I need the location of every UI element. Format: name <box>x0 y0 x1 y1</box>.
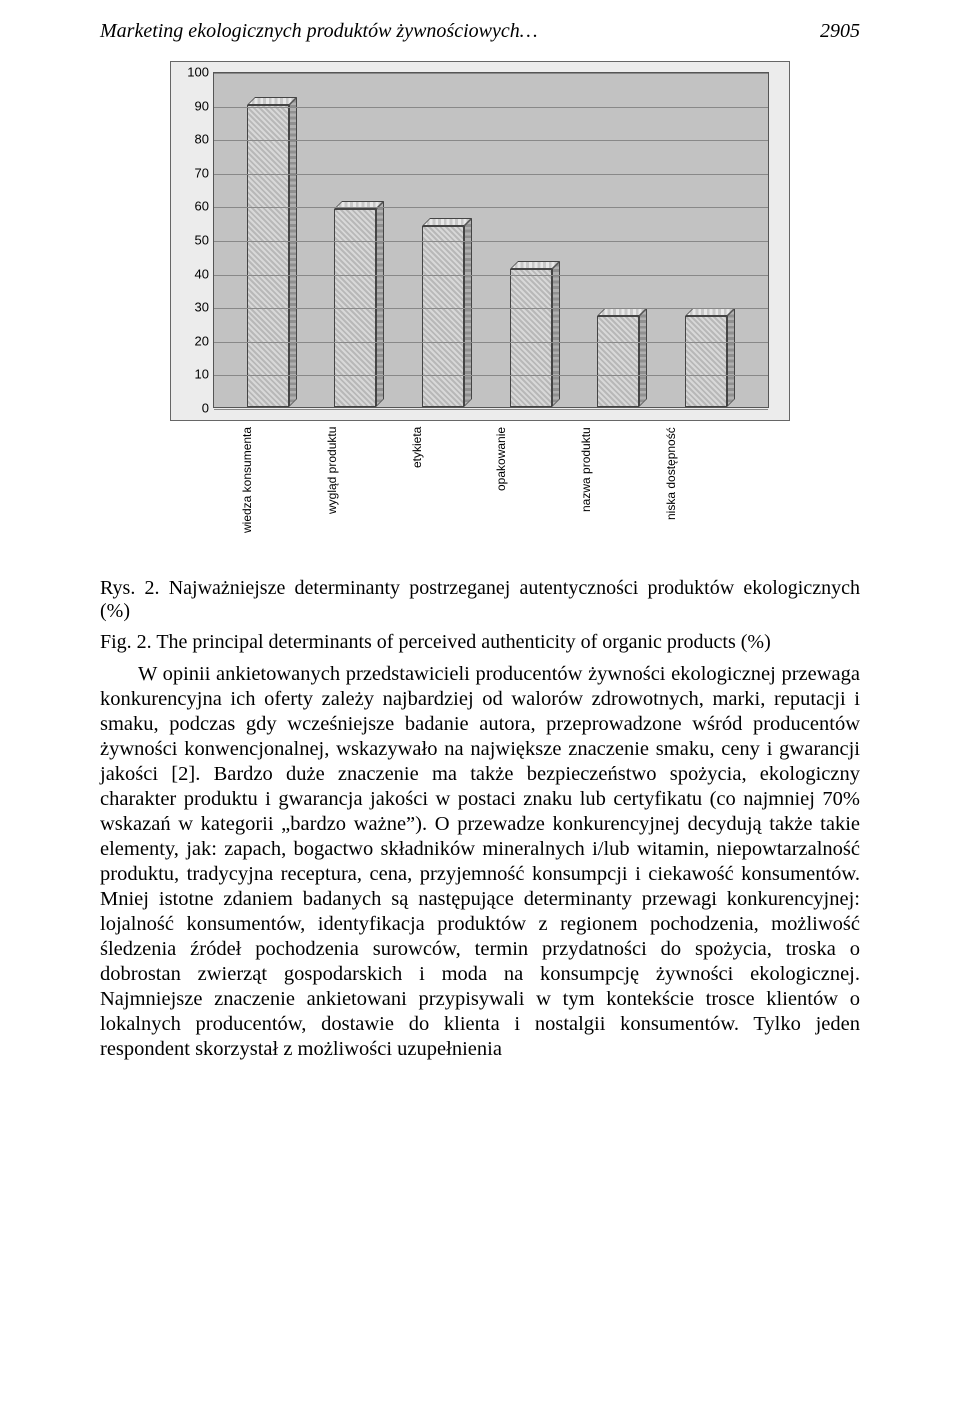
chart-gridline <box>214 174 768 175</box>
chart-bar-front <box>597 316 639 407</box>
chart-y-tick-label: 60 <box>179 199 209 214</box>
running-header: Marketing ekologicznych produktów żywnoś… <box>100 20 860 43</box>
chart-y-tick-label: 40 <box>179 266 209 281</box>
running-title: Marketing ekologicznych produktów żywnoś… <box>100 20 538 43</box>
chart-x-tick-label: wygląd produktu <box>325 427 381 547</box>
chart-bar-side <box>727 308 735 407</box>
chart-gridline <box>214 73 768 74</box>
chart-gridline <box>214 375 768 376</box>
chart-bar <box>244 105 300 407</box>
chart-gridline <box>214 207 768 208</box>
chart-y-tick-label: 50 <box>179 233 209 248</box>
chart-bars <box>214 73 768 407</box>
chart-container: 0 10 20 30 40 50 60 70 80 90 100 wiedza konsumenta… <box>170 61 790 547</box>
chart-bar <box>507 269 563 407</box>
caption-text-pl: Najważniejsze determinanty postrzeganej … <box>100 577 860 622</box>
chart-x-tick-label: opakowanie <box>494 427 550 547</box>
chart-bar <box>594 316 650 407</box>
chart-bar <box>419 226 475 407</box>
chart-gridline <box>214 275 768 276</box>
chart-gridline <box>214 342 768 343</box>
figure-caption-en: Fig. 2. The principal determinants of pe… <box>100 631 860 654</box>
chart-plot <box>213 72 769 408</box>
chart-x-tick-label: nazwa produktu <box>579 427 635 547</box>
chart-x-tick-label: etykieta <box>410 427 466 547</box>
chart-gridline <box>214 409 768 410</box>
chart-y-tick-label: 0 <box>179 401 209 416</box>
chart-y-tick-label: 20 <box>179 333 209 348</box>
chart-gridline <box>214 140 768 141</box>
chart-bar-top <box>510 261 560 269</box>
chart-y-tick-label: 80 <box>179 132 209 147</box>
chart-bar-top <box>247 97 297 105</box>
chart-gridline <box>214 308 768 309</box>
chart-area: 0 10 20 30 40 50 60 70 80 90 100 <box>170 61 790 421</box>
chart-bar-top <box>422 218 472 226</box>
chart-x-tick-label: wiedza konsumenta <box>240 427 296 547</box>
chart-bar-side <box>289 97 297 407</box>
chart-bar-front <box>247 105 289 407</box>
chart-gridline <box>214 241 768 242</box>
chart-bar-front <box>422 226 464 407</box>
chart-y-tick-label: 90 <box>179 98 209 113</box>
chart-bar-front <box>510 269 552 407</box>
chart-x-labels: wiedza konsumenta wygląd produktu etykieta… <box>170 427 790 547</box>
chart-bar <box>682 316 738 407</box>
chart-y-tick-label: 70 <box>179 165 209 180</box>
chart-y-tick-label: 10 <box>179 367 209 382</box>
caption-label-pl: Rys. 2. <box>100 577 160 599</box>
chart-bar-front <box>685 316 727 407</box>
chart-y-tick-label: 100 <box>179 65 209 80</box>
chart-bar-side <box>639 308 647 407</box>
page: Marketing ekologicznych produktów żywnoś… <box>0 0 960 1103</box>
body-paragraph: W opinii ankietowanych przedstawicieli p… <box>100 662 860 1062</box>
chart-gridline <box>214 107 768 108</box>
chart-y-tick-label: 30 <box>179 300 209 315</box>
chart-bar-side <box>464 218 472 407</box>
caption-label-en: Fig. 2. <box>100 631 152 653</box>
figure-caption-pl: Rys. 2. Najważniejsze determinanty postr… <box>100 577 860 623</box>
chart-x-tick-label: niska dostępność <box>664 427 720 547</box>
chart-bar-side <box>552 261 560 407</box>
chart-bar-top <box>685 308 735 316</box>
page-number: 2905 <box>820 20 860 43</box>
caption-text-en: The principal determinants of perceived … <box>152 631 771 653</box>
